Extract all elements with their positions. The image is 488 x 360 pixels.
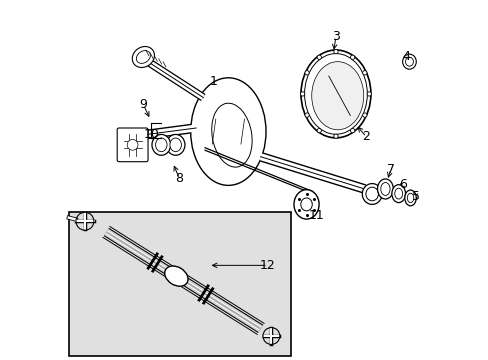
Bar <box>69 212 290 356</box>
Text: 9: 9 <box>139 98 147 111</box>
Ellipse shape <box>164 266 187 286</box>
Ellipse shape <box>300 92 304 96</box>
Text: 8: 8 <box>175 172 183 185</box>
Text: 1: 1 <box>210 75 218 88</box>
Ellipse shape <box>305 71 308 75</box>
Ellipse shape <box>132 46 154 67</box>
Ellipse shape <box>305 113 308 117</box>
Ellipse shape <box>362 184 381 204</box>
Ellipse shape <box>394 188 402 199</box>
Ellipse shape <box>404 190 415 206</box>
Ellipse shape <box>366 92 371 96</box>
Ellipse shape <box>211 103 252 167</box>
Ellipse shape <box>365 187 378 201</box>
Text: 7: 7 <box>386 163 394 176</box>
Ellipse shape <box>293 190 319 219</box>
Ellipse shape <box>300 198 312 211</box>
Ellipse shape <box>155 138 167 152</box>
Ellipse shape <box>405 57 412 66</box>
Text: 12: 12 <box>260 259 275 272</box>
Ellipse shape <box>317 129 321 133</box>
Ellipse shape <box>333 49 337 54</box>
Ellipse shape <box>311 62 363 130</box>
Ellipse shape <box>317 55 321 59</box>
Text: 2: 2 <box>362 130 369 144</box>
Ellipse shape <box>190 78 265 185</box>
Ellipse shape <box>350 55 354 59</box>
Ellipse shape <box>166 134 184 155</box>
Ellipse shape <box>391 185 405 203</box>
Ellipse shape <box>362 71 366 75</box>
Text: 11: 11 <box>308 210 324 222</box>
Text: 10: 10 <box>144 127 160 141</box>
Ellipse shape <box>362 113 366 117</box>
FancyBboxPatch shape <box>117 128 148 162</box>
Ellipse shape <box>136 51 150 63</box>
Ellipse shape <box>152 134 170 155</box>
Text: 3: 3 <box>331 30 339 43</box>
Ellipse shape <box>380 183 389 195</box>
Ellipse shape <box>377 179 392 199</box>
Text: 4: 4 <box>401 50 409 63</box>
Ellipse shape <box>350 129 354 133</box>
Ellipse shape <box>402 54 415 69</box>
Text: 6: 6 <box>398 178 406 191</box>
Text: 5: 5 <box>411 190 419 203</box>
Ellipse shape <box>169 138 181 152</box>
Ellipse shape <box>333 134 337 138</box>
Ellipse shape <box>301 50 370 138</box>
Ellipse shape <box>127 139 138 150</box>
Ellipse shape <box>407 193 413 203</box>
